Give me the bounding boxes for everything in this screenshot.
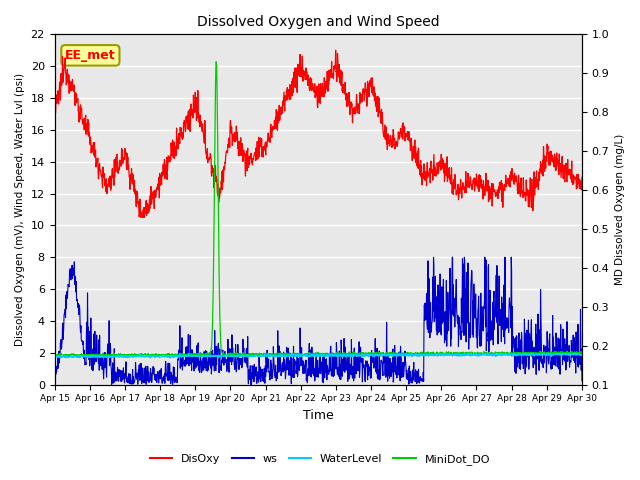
Text: EE_met: EE_met bbox=[65, 49, 116, 62]
Legend: DisOxy, ws, WaterLevel, MiniDot_DO: DisOxy, ws, WaterLevel, MiniDot_DO bbox=[145, 450, 495, 469]
Y-axis label: MD Dissolved Oxygen (mg/L): MD Dissolved Oxygen (mg/L) bbox=[615, 134, 625, 285]
X-axis label: Time: Time bbox=[303, 409, 333, 422]
Y-axis label: Dissolved Oxygen (mV), Wind Speed, Water Lvl (psi): Dissolved Oxygen (mV), Wind Speed, Water… bbox=[15, 73, 25, 346]
Title: Dissolved Oxygen and Wind Speed: Dissolved Oxygen and Wind Speed bbox=[197, 15, 440, 29]
